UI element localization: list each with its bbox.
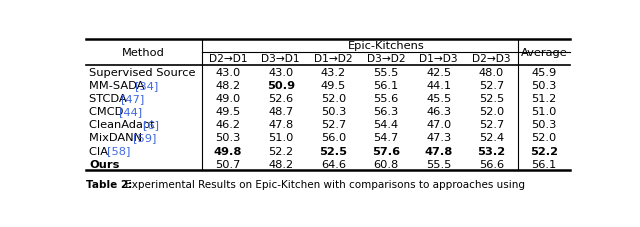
Text: D2→D3: D2→D3 bbox=[472, 54, 511, 64]
Text: [34]: [34] bbox=[135, 80, 158, 90]
Text: 53.2: 53.2 bbox=[477, 146, 506, 156]
Text: Table 2:: Table 2: bbox=[86, 179, 132, 189]
Text: 45.9: 45.9 bbox=[531, 67, 557, 77]
Text: 56.0: 56.0 bbox=[321, 133, 346, 143]
Text: 52.0: 52.0 bbox=[479, 107, 504, 116]
Text: [6]: [6] bbox=[143, 120, 159, 130]
Text: 55.5: 55.5 bbox=[426, 159, 451, 169]
Text: 56.1: 56.1 bbox=[531, 159, 557, 169]
Text: Table 2:: Table 2: bbox=[86, 179, 132, 189]
Text: Experimental Results on Epic-Kitchen with comparisons to approaches using: Experimental Results on Epic-Kitchen wit… bbox=[122, 179, 525, 189]
Text: STCDA: STCDA bbox=[90, 94, 131, 104]
Text: [59]: [59] bbox=[133, 133, 157, 143]
Text: 49.8: 49.8 bbox=[214, 146, 242, 156]
Text: 48.7: 48.7 bbox=[268, 107, 293, 116]
Text: Epic-Kitchens: Epic-Kitchens bbox=[348, 41, 424, 51]
Text: 51.0: 51.0 bbox=[531, 107, 557, 116]
Text: [58]: [58] bbox=[107, 146, 131, 156]
Text: 52.7: 52.7 bbox=[479, 80, 504, 90]
Text: 52.2: 52.2 bbox=[530, 146, 558, 156]
Text: 51.0: 51.0 bbox=[268, 133, 293, 143]
Text: 50.7: 50.7 bbox=[215, 159, 241, 169]
Text: 52.5: 52.5 bbox=[479, 94, 504, 104]
Text: 55.5: 55.5 bbox=[373, 67, 399, 77]
Text: CMCD: CMCD bbox=[90, 107, 127, 116]
Text: Average: Average bbox=[520, 48, 567, 58]
Text: 50.9: 50.9 bbox=[267, 80, 295, 90]
Text: 43.2: 43.2 bbox=[321, 67, 346, 77]
Text: 44.1: 44.1 bbox=[426, 80, 451, 90]
Text: D1→D3: D1→D3 bbox=[419, 54, 458, 64]
Text: 60.8: 60.8 bbox=[374, 159, 399, 169]
Text: D2→D1: D2→D1 bbox=[209, 54, 247, 64]
Text: 50.3: 50.3 bbox=[531, 120, 557, 130]
Text: CleanAdapt: CleanAdapt bbox=[90, 120, 159, 130]
Text: 56.6: 56.6 bbox=[479, 159, 504, 169]
Text: 52.0: 52.0 bbox=[531, 133, 557, 143]
Text: [47]: [47] bbox=[122, 94, 145, 104]
Text: 52.7: 52.7 bbox=[479, 120, 504, 130]
Text: 47.3: 47.3 bbox=[426, 133, 451, 143]
Text: 49.5: 49.5 bbox=[215, 107, 241, 116]
Text: 52.0: 52.0 bbox=[321, 94, 346, 104]
Text: 50.3: 50.3 bbox=[215, 133, 241, 143]
Text: 48.0: 48.0 bbox=[479, 67, 504, 77]
Text: 48.2: 48.2 bbox=[216, 80, 241, 90]
Text: 52.7: 52.7 bbox=[321, 120, 346, 130]
Text: 47.8: 47.8 bbox=[268, 120, 293, 130]
Text: 46.2: 46.2 bbox=[216, 120, 241, 130]
Text: D3→D1: D3→D1 bbox=[261, 54, 300, 64]
Text: 50.3: 50.3 bbox=[321, 107, 346, 116]
Text: Supervised Source: Supervised Source bbox=[90, 67, 196, 77]
Text: 55.6: 55.6 bbox=[374, 94, 399, 104]
Text: 54.7: 54.7 bbox=[374, 133, 399, 143]
Text: 43.0: 43.0 bbox=[215, 67, 241, 77]
Text: Method: Method bbox=[122, 48, 165, 58]
Text: 54.4: 54.4 bbox=[374, 120, 399, 130]
Text: 48.2: 48.2 bbox=[268, 159, 293, 169]
Text: 47.8: 47.8 bbox=[425, 146, 453, 156]
Text: 50.3: 50.3 bbox=[531, 80, 557, 90]
Text: 56.1: 56.1 bbox=[374, 80, 399, 90]
Text: Ours: Ours bbox=[90, 159, 120, 169]
Text: 47.0: 47.0 bbox=[426, 120, 451, 130]
Text: D3→D2: D3→D2 bbox=[367, 54, 405, 64]
Text: 46.3: 46.3 bbox=[426, 107, 451, 116]
Text: MixDANN: MixDANN bbox=[90, 133, 146, 143]
Text: 52.2: 52.2 bbox=[268, 146, 293, 156]
Text: 56.3: 56.3 bbox=[374, 107, 399, 116]
Text: 45.5: 45.5 bbox=[426, 94, 451, 104]
Text: 52.6: 52.6 bbox=[268, 94, 293, 104]
Text: 49.0: 49.0 bbox=[215, 94, 241, 104]
Text: 42.5: 42.5 bbox=[426, 67, 451, 77]
Text: 43.0: 43.0 bbox=[268, 67, 293, 77]
Text: 52.4: 52.4 bbox=[479, 133, 504, 143]
Text: 57.6: 57.6 bbox=[372, 146, 400, 156]
Text: 51.2: 51.2 bbox=[531, 94, 557, 104]
Text: 49.5: 49.5 bbox=[321, 80, 346, 90]
Text: D1→D2: D1→D2 bbox=[314, 54, 353, 64]
Text: MM-SADA: MM-SADA bbox=[90, 80, 148, 90]
Text: CIA: CIA bbox=[90, 146, 112, 156]
Text: 64.6: 64.6 bbox=[321, 159, 346, 169]
Text: [44]: [44] bbox=[119, 107, 142, 116]
Text: 52.5: 52.5 bbox=[319, 146, 348, 156]
